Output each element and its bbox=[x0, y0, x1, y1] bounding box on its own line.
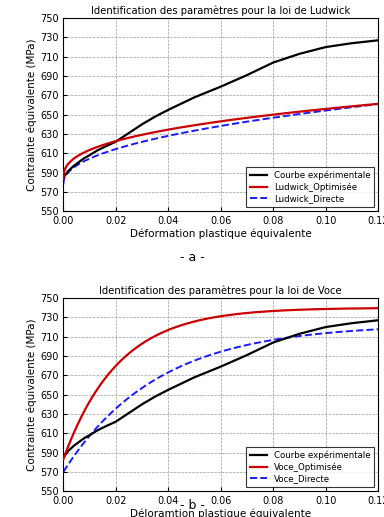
Ludwick_Directe bbox=[165, 133, 169, 139]
Ludwick_Optimisée bbox=[165, 127, 169, 133]
Courbe expérimentale bbox=[153, 113, 157, 119]
Line: Ludwick_Directe: Ludwick_Directe bbox=[63, 104, 378, 184]
Courbe expérimentale bbox=[218, 84, 223, 90]
Courbe expérimentale bbox=[77, 159, 81, 165]
Courbe expérimentale bbox=[271, 339, 276, 345]
Voce_Optimisée bbox=[81, 411, 85, 417]
Courbe expérimentale bbox=[103, 143, 108, 149]
Text: - b -: - b - bbox=[180, 499, 204, 512]
Ludwick_Optimisée bbox=[119, 136, 124, 143]
Title: Identification des paramètres pour la loi de Voce: Identification des paramètres pour la lo… bbox=[99, 285, 342, 296]
Courbe expérimentale bbox=[218, 363, 223, 370]
Y-axis label: Contrainte équivalente (MPa): Contrainte équivalente (MPa) bbox=[26, 318, 37, 471]
Courbe expérimentale bbox=[71, 163, 76, 169]
Voce_Optimisée bbox=[366, 305, 371, 311]
Ludwick_Optimisée bbox=[366, 102, 371, 108]
Courbe expérimentale bbox=[297, 331, 302, 337]
Courbe expérimentale bbox=[95, 147, 100, 154]
Ludwick_Directe bbox=[376, 101, 381, 107]
Courbe expérimentale bbox=[140, 401, 144, 407]
Voce_Optimisée bbox=[61, 456, 66, 462]
Courbe expérimentale bbox=[192, 94, 197, 100]
Ludwick_Optimisée bbox=[376, 101, 381, 107]
Legend: Courbe expérimentale, Voce_Optimisée, Voce_Directe: Courbe expérimentale, Voce_Optimisée, Vo… bbox=[246, 447, 374, 487]
Courbe expérimentale bbox=[66, 448, 71, 454]
Courbe expérimentale bbox=[166, 107, 170, 113]
X-axis label: Déloramtion plastique équivalente: Déloramtion plastique équivalente bbox=[130, 509, 311, 517]
Courbe expérimentale bbox=[82, 155, 87, 161]
Courbe expérimentale bbox=[192, 374, 197, 381]
Ludwick_Directe bbox=[366, 102, 371, 109]
Courbe expérimentale bbox=[245, 72, 249, 78]
Courbe expérimentale bbox=[114, 419, 118, 425]
Courbe expérimentale bbox=[61, 454, 66, 461]
Voce_Optimisée bbox=[119, 357, 124, 363]
Courbe expérimentale bbox=[87, 432, 92, 438]
Voce_Directe bbox=[61, 469, 66, 475]
Y-axis label: Contrainte équivalente (MPa): Contrainte équivalente (MPa) bbox=[26, 38, 37, 191]
Line: Voce_Directe: Voce_Directe bbox=[63, 329, 378, 472]
Courbe expérimentale bbox=[153, 393, 157, 400]
Voce_Directe bbox=[376, 326, 381, 332]
Voce_Directe bbox=[119, 400, 124, 406]
Voce_Optimisée bbox=[355, 306, 359, 312]
X-axis label: Déformation plastique équivalente: Déformation plastique équivalente bbox=[130, 229, 312, 239]
Ludwick_Directe bbox=[81, 159, 85, 165]
Courbe expérimentale bbox=[103, 423, 108, 430]
Line: Voce_Optimisée: Voce_Optimisée bbox=[63, 308, 378, 459]
Courbe expérimentale bbox=[323, 44, 328, 50]
Courbe expérimentale bbox=[323, 324, 328, 330]
Courbe expérimentale bbox=[350, 320, 354, 326]
Voce_Optimisée bbox=[376, 305, 381, 311]
Ludwick_Directe bbox=[61, 181, 66, 187]
Courbe expérimentale bbox=[127, 130, 131, 136]
Voce_Directe bbox=[81, 441, 85, 447]
Line: Courbe expérimentale: Courbe expérimentale bbox=[63, 40, 378, 177]
Ludwick_Optimisée bbox=[81, 150, 85, 156]
Courbe expérimentale bbox=[77, 439, 81, 445]
Line: Ludwick_Optimisée: Ludwick_Optimisée bbox=[63, 104, 378, 179]
Courbe expérimentale bbox=[297, 51, 302, 57]
Courbe expérimentale bbox=[245, 352, 249, 358]
Courbe expérimentale bbox=[140, 121, 144, 127]
Voce_Optimisée bbox=[312, 306, 316, 312]
Legend: Courbe expérimentale, Ludwick_Optimisée, Ludwick_Directe: Courbe expérimentale, Ludwick_Optimisée,… bbox=[246, 167, 374, 207]
Courbe expérimentale bbox=[114, 139, 118, 145]
Courbe expérimentale bbox=[166, 387, 170, 393]
Courbe expérimentale bbox=[271, 59, 276, 66]
Courbe expérimentale bbox=[350, 40, 354, 47]
Courbe expérimentale bbox=[87, 152, 92, 158]
Courbe expérimentale bbox=[71, 443, 76, 449]
Courbe expérimentale bbox=[95, 427, 100, 433]
Line: Courbe expérimentale: Courbe expérimentale bbox=[63, 320, 378, 458]
Courbe expérimentale bbox=[376, 37, 381, 43]
Voce_Directe bbox=[165, 370, 169, 376]
Ludwick_Optimisée bbox=[312, 107, 316, 113]
Courbe expérimentale bbox=[376, 317, 381, 323]
Voce_Directe bbox=[355, 327, 359, 333]
Courbe expérimentale bbox=[66, 168, 71, 174]
Ludwick_Optimisée bbox=[61, 176, 66, 183]
Voce_Directe bbox=[366, 327, 371, 333]
Courbe expérimentale bbox=[127, 410, 131, 416]
Ludwick_Directe bbox=[355, 103, 359, 110]
Courbe expérimentale bbox=[82, 435, 87, 441]
Title: Identification des paramètres pour la loi de Ludwick: Identification des paramètres pour la lo… bbox=[91, 5, 351, 16]
Ludwick_Directe bbox=[119, 144, 124, 150]
Ludwick_Optimisée bbox=[355, 103, 359, 109]
Voce_Optimisée bbox=[165, 327, 169, 333]
Text: - a -: - a - bbox=[180, 251, 204, 264]
Voce_Directe bbox=[312, 331, 316, 338]
Courbe expérimentale bbox=[61, 174, 66, 180]
Ludwick_Directe bbox=[312, 109, 316, 115]
